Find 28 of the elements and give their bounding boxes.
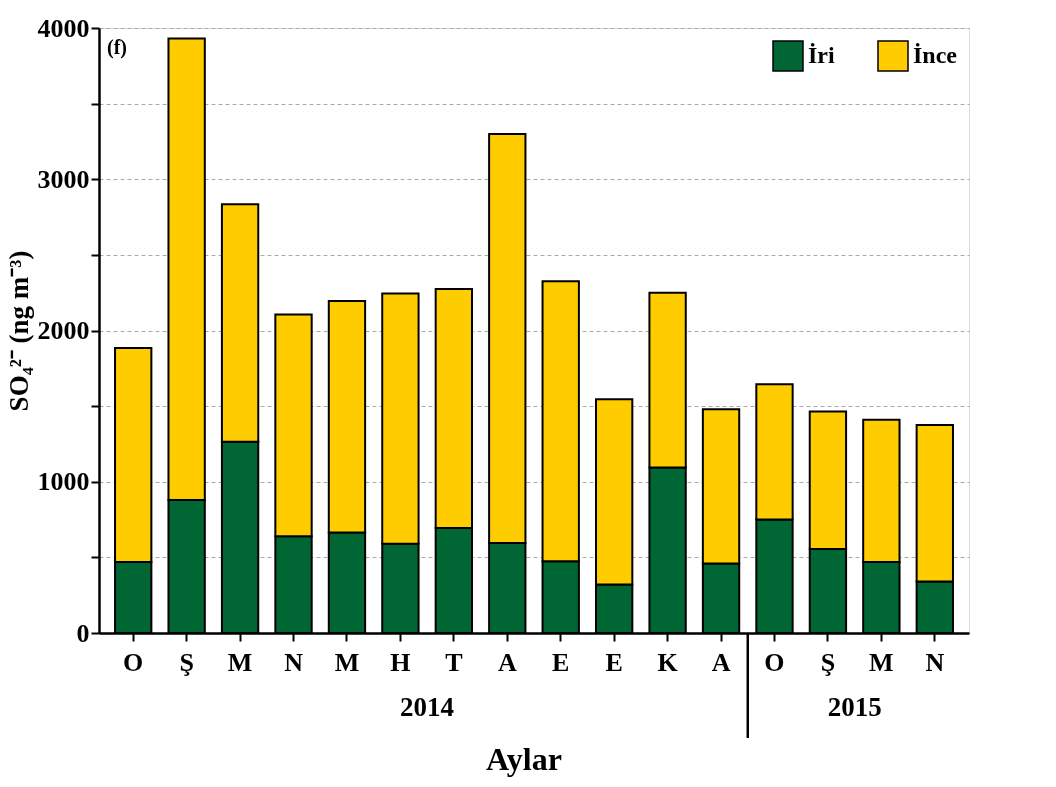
x-tick-label: O	[123, 647, 144, 677]
x-tick-label: E	[552, 647, 570, 677]
x-tick-label: N	[925, 647, 945, 677]
x-tick-label: M	[334, 647, 360, 677]
x-tick-label: T	[445, 647, 463, 677]
x-tick-label: Ş	[179, 647, 194, 677]
x-tick-label: A	[497, 647, 517, 677]
y-tick-label: 3000	[37, 164, 90, 194]
annotation: (f)	[107, 36, 127, 59]
y-axis-title: SO₄²⁻ (ng m⁻³)	[3, 250, 34, 412]
x-tick-label: M	[227, 647, 253, 677]
x-axis-title: Aylar	[486, 741, 562, 777]
x-tick-label: O	[764, 647, 785, 677]
x-tick-label: K	[657, 647, 679, 677]
text: 2015	[827, 692, 882, 722]
legend-label: İnce	[913, 42, 958, 68]
x-tick-label: Ş	[820, 647, 836, 677]
y-tick-label: 4000	[37, 13, 90, 43]
y-tick-label: 2000	[37, 316, 90, 345]
x-tick-label: A	[711, 647, 731, 677]
x-tick-label: M	[869, 647, 894, 677]
x-tick-label: E	[605, 647, 623, 677]
y-tick-label: 1000	[37, 467, 90, 497]
x-tick-label: H	[390, 647, 411, 677]
text: 2014	[400, 692, 455, 722]
x-tick-label: N	[284, 647, 304, 677]
y-tick-label: 0	[76, 618, 90, 648]
legend-label: İri	[808, 42, 835, 68]
